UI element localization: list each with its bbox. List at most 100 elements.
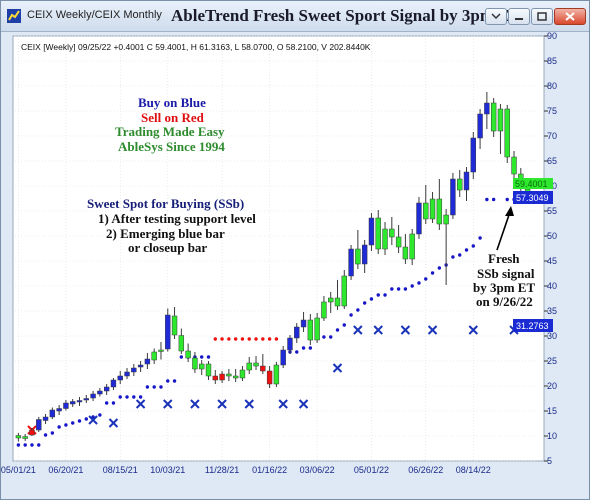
- signal-arrow: [496, 206, 514, 251]
- candle-bar: [232, 369, 239, 382]
- candle-bar: [341, 270, 347, 309]
- resistance-dot: [267, 337, 272, 341]
- support-dot: [376, 293, 380, 297]
- x-axis-ticks: 05/01/21 06/20/21 08/15/21 10/03/21 11/28/21…: [1, 465, 491, 475]
- support-dot: [23, 443, 27, 447]
- candle-body: [239, 369, 246, 379]
- chevron-down-icon: [491, 13, 501, 20]
- candle-body: [192, 357, 198, 370]
- candle-bar: [117, 371, 123, 384]
- candle-body: [307, 319, 314, 341]
- x-tick-label: 05/01/22: [354, 465, 389, 475]
- support-dot: [200, 355, 204, 359]
- support-dot: [329, 335, 333, 339]
- candle-bar: [409, 229, 415, 265]
- candle-bar: [443, 209, 449, 285]
- candle-bar: [450, 173, 456, 219]
- resistance-dot: [233, 337, 238, 341]
- support-dot: [356, 308, 360, 312]
- candle-body: [300, 319, 307, 328]
- close-button[interactable]: [554, 8, 586, 25]
- candle-bar: [199, 360, 205, 375]
- x-tick-label: 06/20/21: [48, 465, 83, 475]
- price-labels: 59.4001 57.3049 31.2763: [513, 178, 553, 332]
- candle-body: [429, 198, 436, 220]
- y-tick-label: 20: [547, 381, 557, 391]
- y-tick-label: 75: [547, 106, 557, 116]
- x-tick-label: 10/03/21: [150, 465, 185, 475]
- candle-bar: [429, 192, 436, 223]
- support-dot: [43, 433, 48, 437]
- support-dot: [172, 379, 177, 383]
- support-dot: [424, 277, 428, 281]
- candle-body: [409, 233, 415, 260]
- candle-bar: [212, 370, 218, 384]
- candle-body: [477, 113, 483, 139]
- candle-body: [90, 393, 96, 399]
- support-dot: [16, 443, 21, 447]
- y-tick-label: 70: [547, 131, 557, 141]
- support-dot: [132, 395, 136, 399]
- candle-body: [131, 367, 137, 373]
- candle-bar: [416, 197, 422, 239]
- resistance-dot: [254, 337, 258, 341]
- candle-body: [97, 390, 103, 395]
- legend-line-since: AbleSys Since 1994: [118, 139, 225, 154]
- candle-bar: [70, 399, 76, 407]
- candle-body: [416, 202, 422, 235]
- candle-bar: [239, 366, 246, 381]
- candle-body: [470, 137, 476, 173]
- support-dot: [349, 313, 353, 317]
- candle-body: [124, 371, 130, 377]
- support-dot: [485, 197, 489, 202]
- candle-body: [253, 362, 259, 367]
- maximize-button[interactable]: [531, 8, 553, 25]
- x-marker: [298, 399, 309, 409]
- support-dot: [30, 443, 34, 447]
- y-tick-label: 5: [547, 456, 552, 466]
- price-chart[interactable]: 51015202530354045505560657075808590 05/0…: [1, 32, 589, 499]
- support-dot: [37, 443, 41, 447]
- candle-bar: [490, 98, 497, 137]
- candle-body: [423, 202, 429, 220]
- x-marker: [278, 399, 288, 409]
- candle-body: [103, 386, 110, 392]
- candle-bar: [110, 378, 117, 390]
- symbol-tabs-label[interactable]: CEIX Weekly/CEIX Monthly: [27, 9, 162, 21]
- candle-bar: [205, 361, 212, 380]
- minimize-button[interactable]: [508, 8, 530, 25]
- x-tick-label: 08/15/21: [103, 465, 138, 475]
- y-tick-label: 50: [547, 231, 557, 241]
- window-menu-button[interactable]: [485, 8, 507, 25]
- candle-body: [497, 108, 504, 132]
- candle-body: [457, 178, 463, 191]
- candle-bar: [477, 109, 483, 149]
- candle-body: [382, 228, 388, 250]
- ohlc-readout: CEIX [Weekly] 09/25/22 +0.4001 C 59.4001…: [21, 42, 371, 52]
- x-marker: [468, 325, 478, 335]
- candle-bar: [49, 407, 56, 419]
- y-tick-label: 25: [547, 356, 557, 366]
- support-dot: [505, 197, 509, 202]
- candle-bar: [144, 353, 151, 369]
- candle-bar: [42, 414, 49, 424]
- resistance-dot: [240, 337, 245, 341]
- candle-bar: [504, 105, 510, 163]
- y-tick-label: 40: [547, 281, 557, 291]
- candle-bar: [273, 362, 280, 387]
- candle-body: [246, 362, 252, 371]
- candle-body: [490, 102, 497, 132]
- support-dot: [383, 293, 387, 297]
- candle-bar: [83, 395, 89, 403]
- support-dot: [491, 197, 496, 202]
- y-tick-label: 65: [547, 156, 557, 166]
- candle-bar: [97, 388, 103, 397]
- candle-bar: [22, 434, 28, 441]
- candle-bar: [307, 314, 314, 345]
- chart-app-icon: [7, 9, 21, 23]
- x-tick-label: 03/06/22: [300, 465, 335, 475]
- candle-bar: [463, 167, 470, 201]
- candle-bar: [260, 354, 266, 374]
- stop-price-label: 57.3049: [516, 193, 549, 203]
- resistance-dot: [227, 337, 231, 341]
